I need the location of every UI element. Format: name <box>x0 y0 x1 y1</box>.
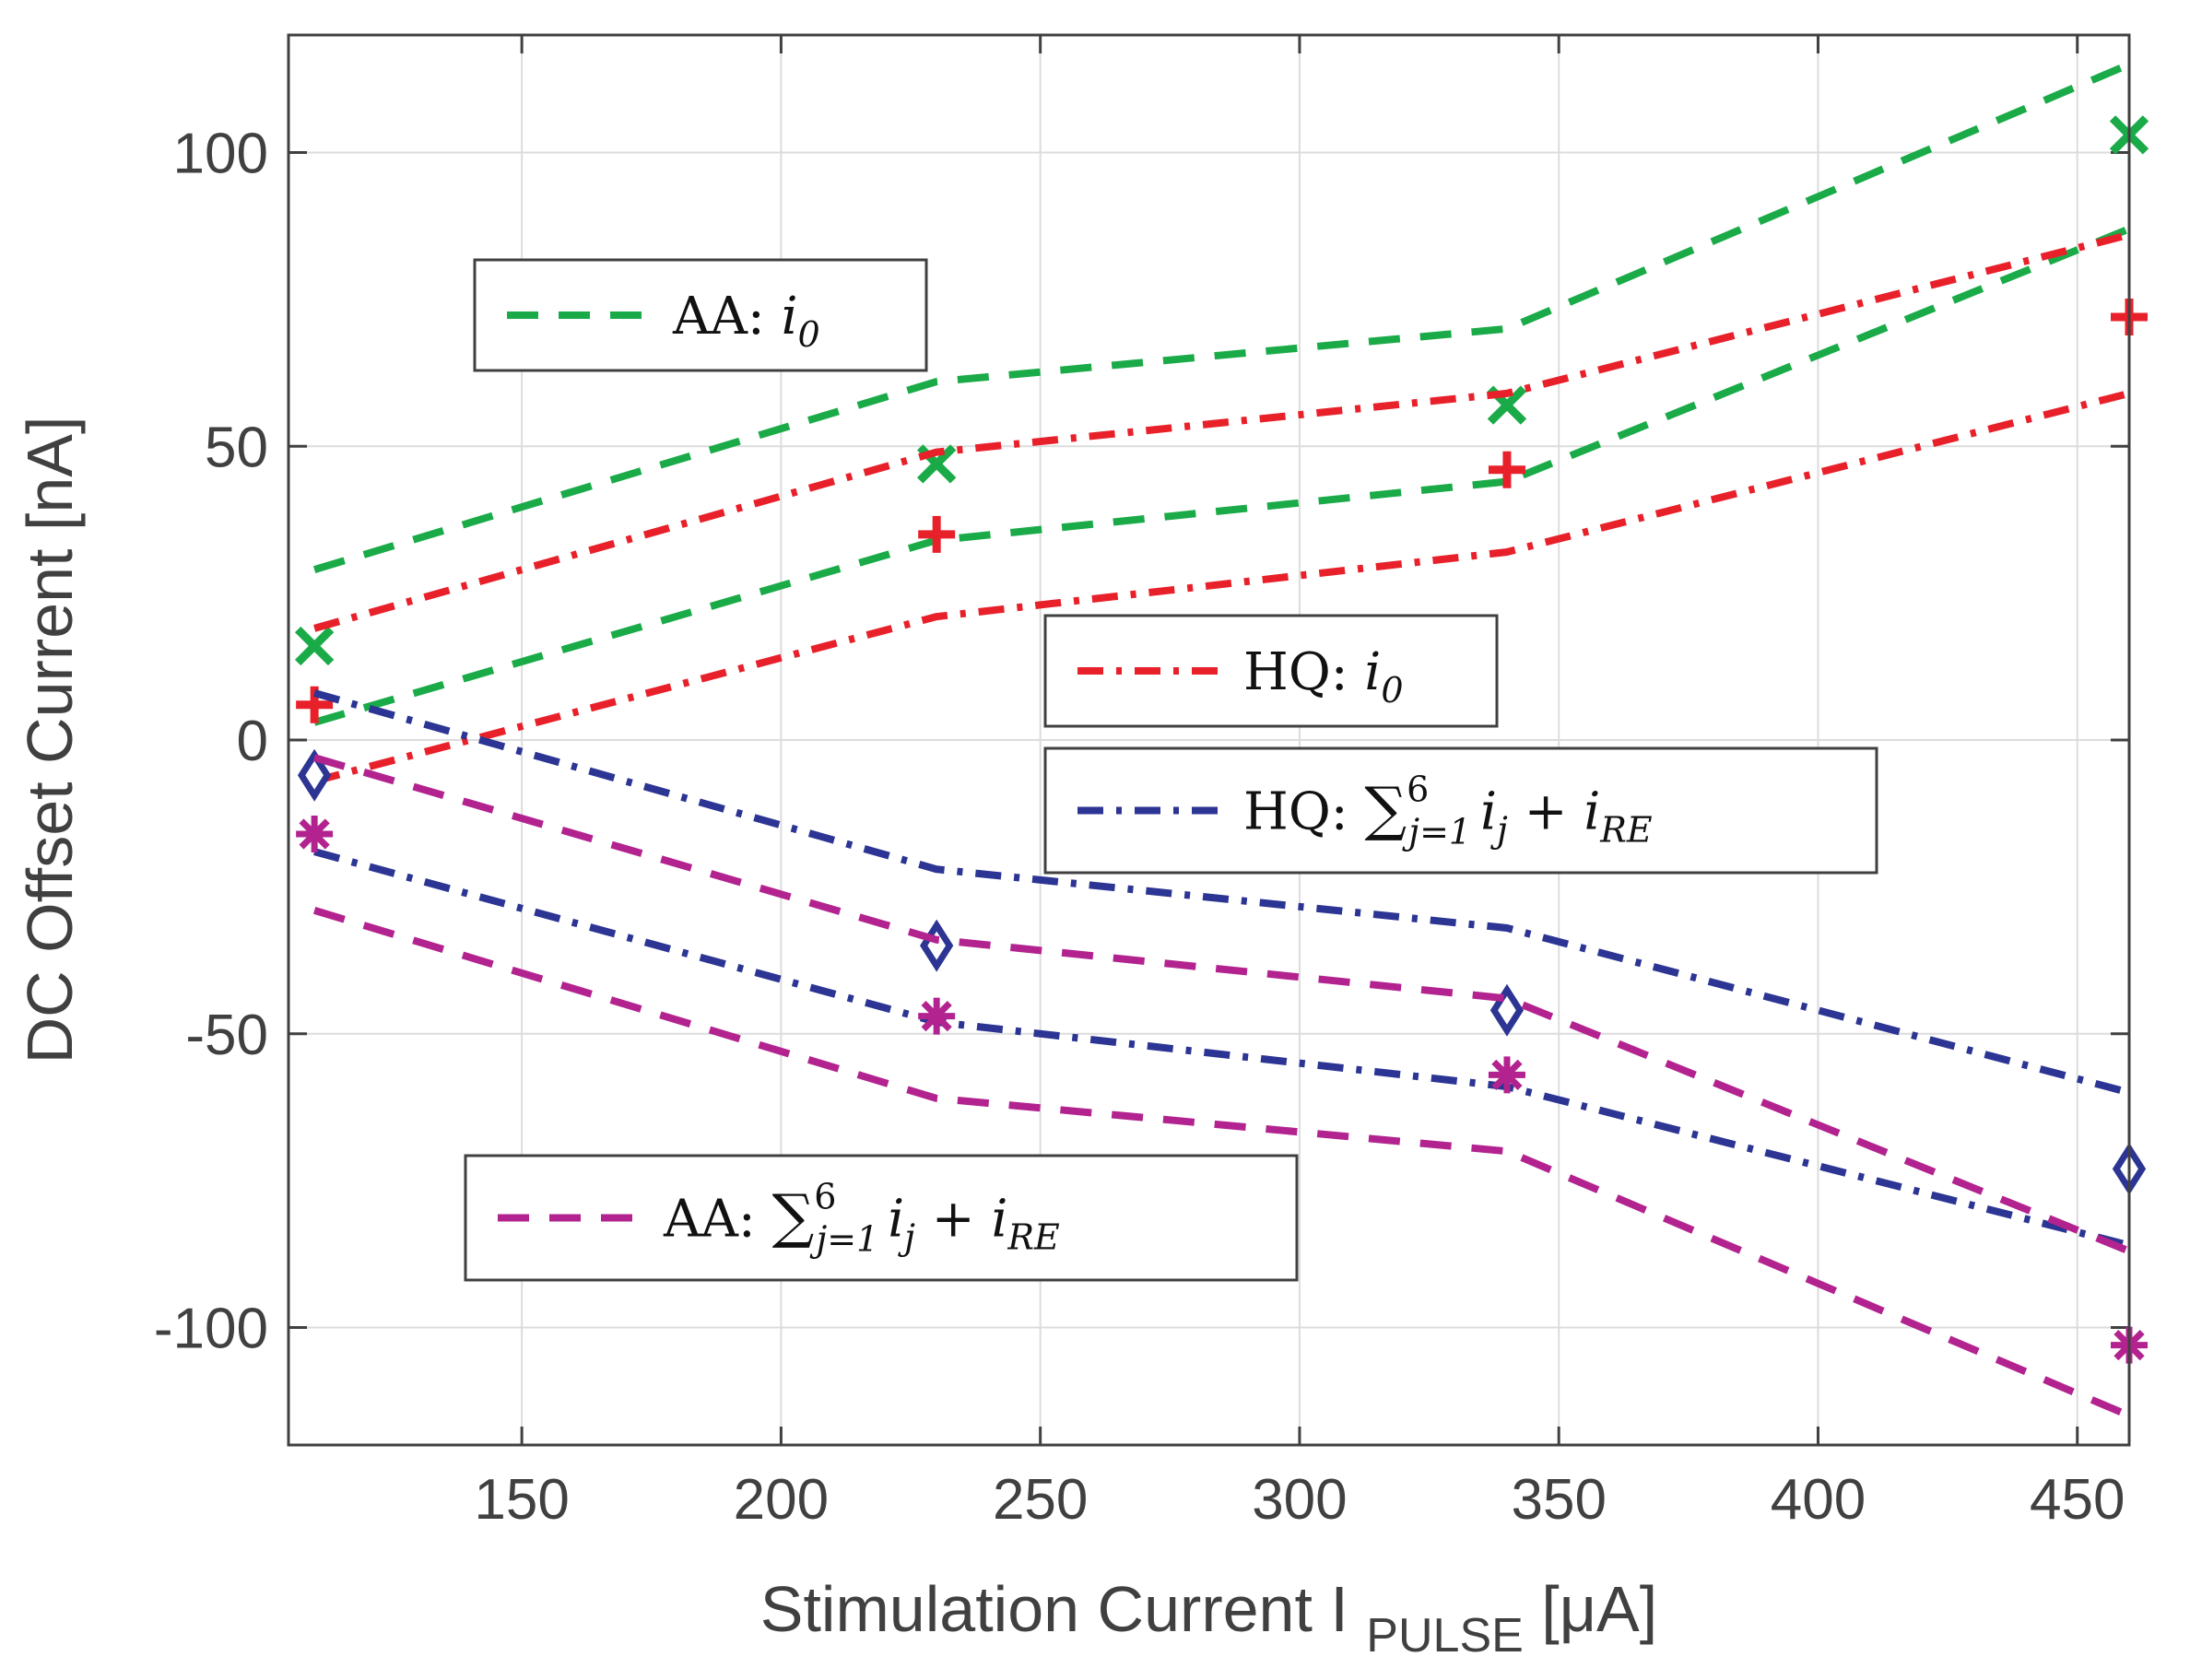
data-point <box>1488 1056 1525 1094</box>
x-axis-label: Stimulation Current I PULSE [μA] <box>760 1573 1657 1662</box>
legend-box-0: AA: i0 <box>473 258 928 372</box>
x-axis-label-unit: [μA] <box>1524 1573 1657 1645</box>
legend-label: HQ: ∑6 j=1 ij + iRE <box>1243 770 1653 852</box>
legend-frame <box>473 258 928 372</box>
marker-diamond <box>920 919 954 972</box>
data-point <box>918 515 956 553</box>
x-tick-label: 300 <box>1252 1468 1347 1532</box>
x-axis-label-main: Stimulation Current I <box>760 1573 1366 1645</box>
data-point <box>1488 451 1525 488</box>
legend-frame <box>464 1154 1299 1282</box>
series-0 <box>294 61 2149 726</box>
x-axis-label-subscript: PULSE <box>1366 1609 1524 1662</box>
tick-labels: 150 200 250 300 350 400 450 -100 -50 0 50 100 <box>154 123 2125 1533</box>
data-point <box>297 748 332 802</box>
marker-asterisk-stroke <box>299 818 330 850</box>
y-tick-label: -100 <box>154 1298 268 1361</box>
x-tick-label: 400 <box>1771 1468 1866 1532</box>
legend-box-1: HQ: i0 <box>1043 614 1499 728</box>
marker-asterisk-stroke <box>1491 1059 1523 1090</box>
series-lower-line <box>313 848 2130 1250</box>
data-point <box>918 997 956 1035</box>
data-point <box>296 816 334 852</box>
series-lower-line <box>312 907 2131 1419</box>
data-point <box>294 626 335 666</box>
legend-box-2: HQ: ∑6 j=1 ij + iRE <box>1043 746 1878 875</box>
series-upper-line <box>313 689 2131 1097</box>
marker-asterisk-stroke <box>921 1001 952 1032</box>
legend-box-3: AA: ∑6 j=1 ij + iRE <box>464 1154 1299 1282</box>
series-upper-line <box>313 754 2131 1255</box>
grid <box>288 35 2129 1445</box>
legends: AA: i0 HQ: i0 HQ: ∑6 j=1 ij + iRE AA: ∑6 j=1 ij… <box>464 258 1878 1282</box>
x-tick-label: 250 <box>993 1468 1088 1532</box>
marker-x-stroke <box>294 626 335 666</box>
x-tick-label: 150 <box>474 1468 569 1532</box>
y-tick-label: 100 <box>173 123 268 186</box>
series-3 <box>296 754 2148 1419</box>
y-tick-label: -50 <box>185 1004 268 1067</box>
legend-frame <box>1043 746 1878 875</box>
series-layer <box>294 61 2149 1419</box>
data-point <box>920 919 954 972</box>
marker-diamond <box>297 748 332 802</box>
legend-label: HQ: i0 <box>1243 642 1404 711</box>
y-tick-label: 0 <box>237 710 268 773</box>
series-upper-line <box>313 230 2130 632</box>
data-point <box>296 686 334 723</box>
series-lower-line <box>313 225 2131 726</box>
marker-x-stroke <box>1487 385 1527 425</box>
marker-x-stroke <box>916 444 957 484</box>
legend-label: AA: i0 <box>672 287 820 355</box>
series-lower-line <box>313 389 2130 785</box>
y-axis-label: DC Offset Current [nA] <box>14 417 86 1064</box>
y-tick-label: 50 <box>205 416 268 479</box>
legend-label: AA: ∑6 j=1 ij + iRE <box>663 1177 1060 1260</box>
x-tick-label: 200 <box>734 1468 829 1532</box>
plot-frame <box>287 33 2131 1447</box>
series-upper-line <box>312 61 2131 573</box>
x-tick-label: 350 <box>1511 1468 1606 1532</box>
x-tick-label: 450 <box>2030 1468 2125 1532</box>
